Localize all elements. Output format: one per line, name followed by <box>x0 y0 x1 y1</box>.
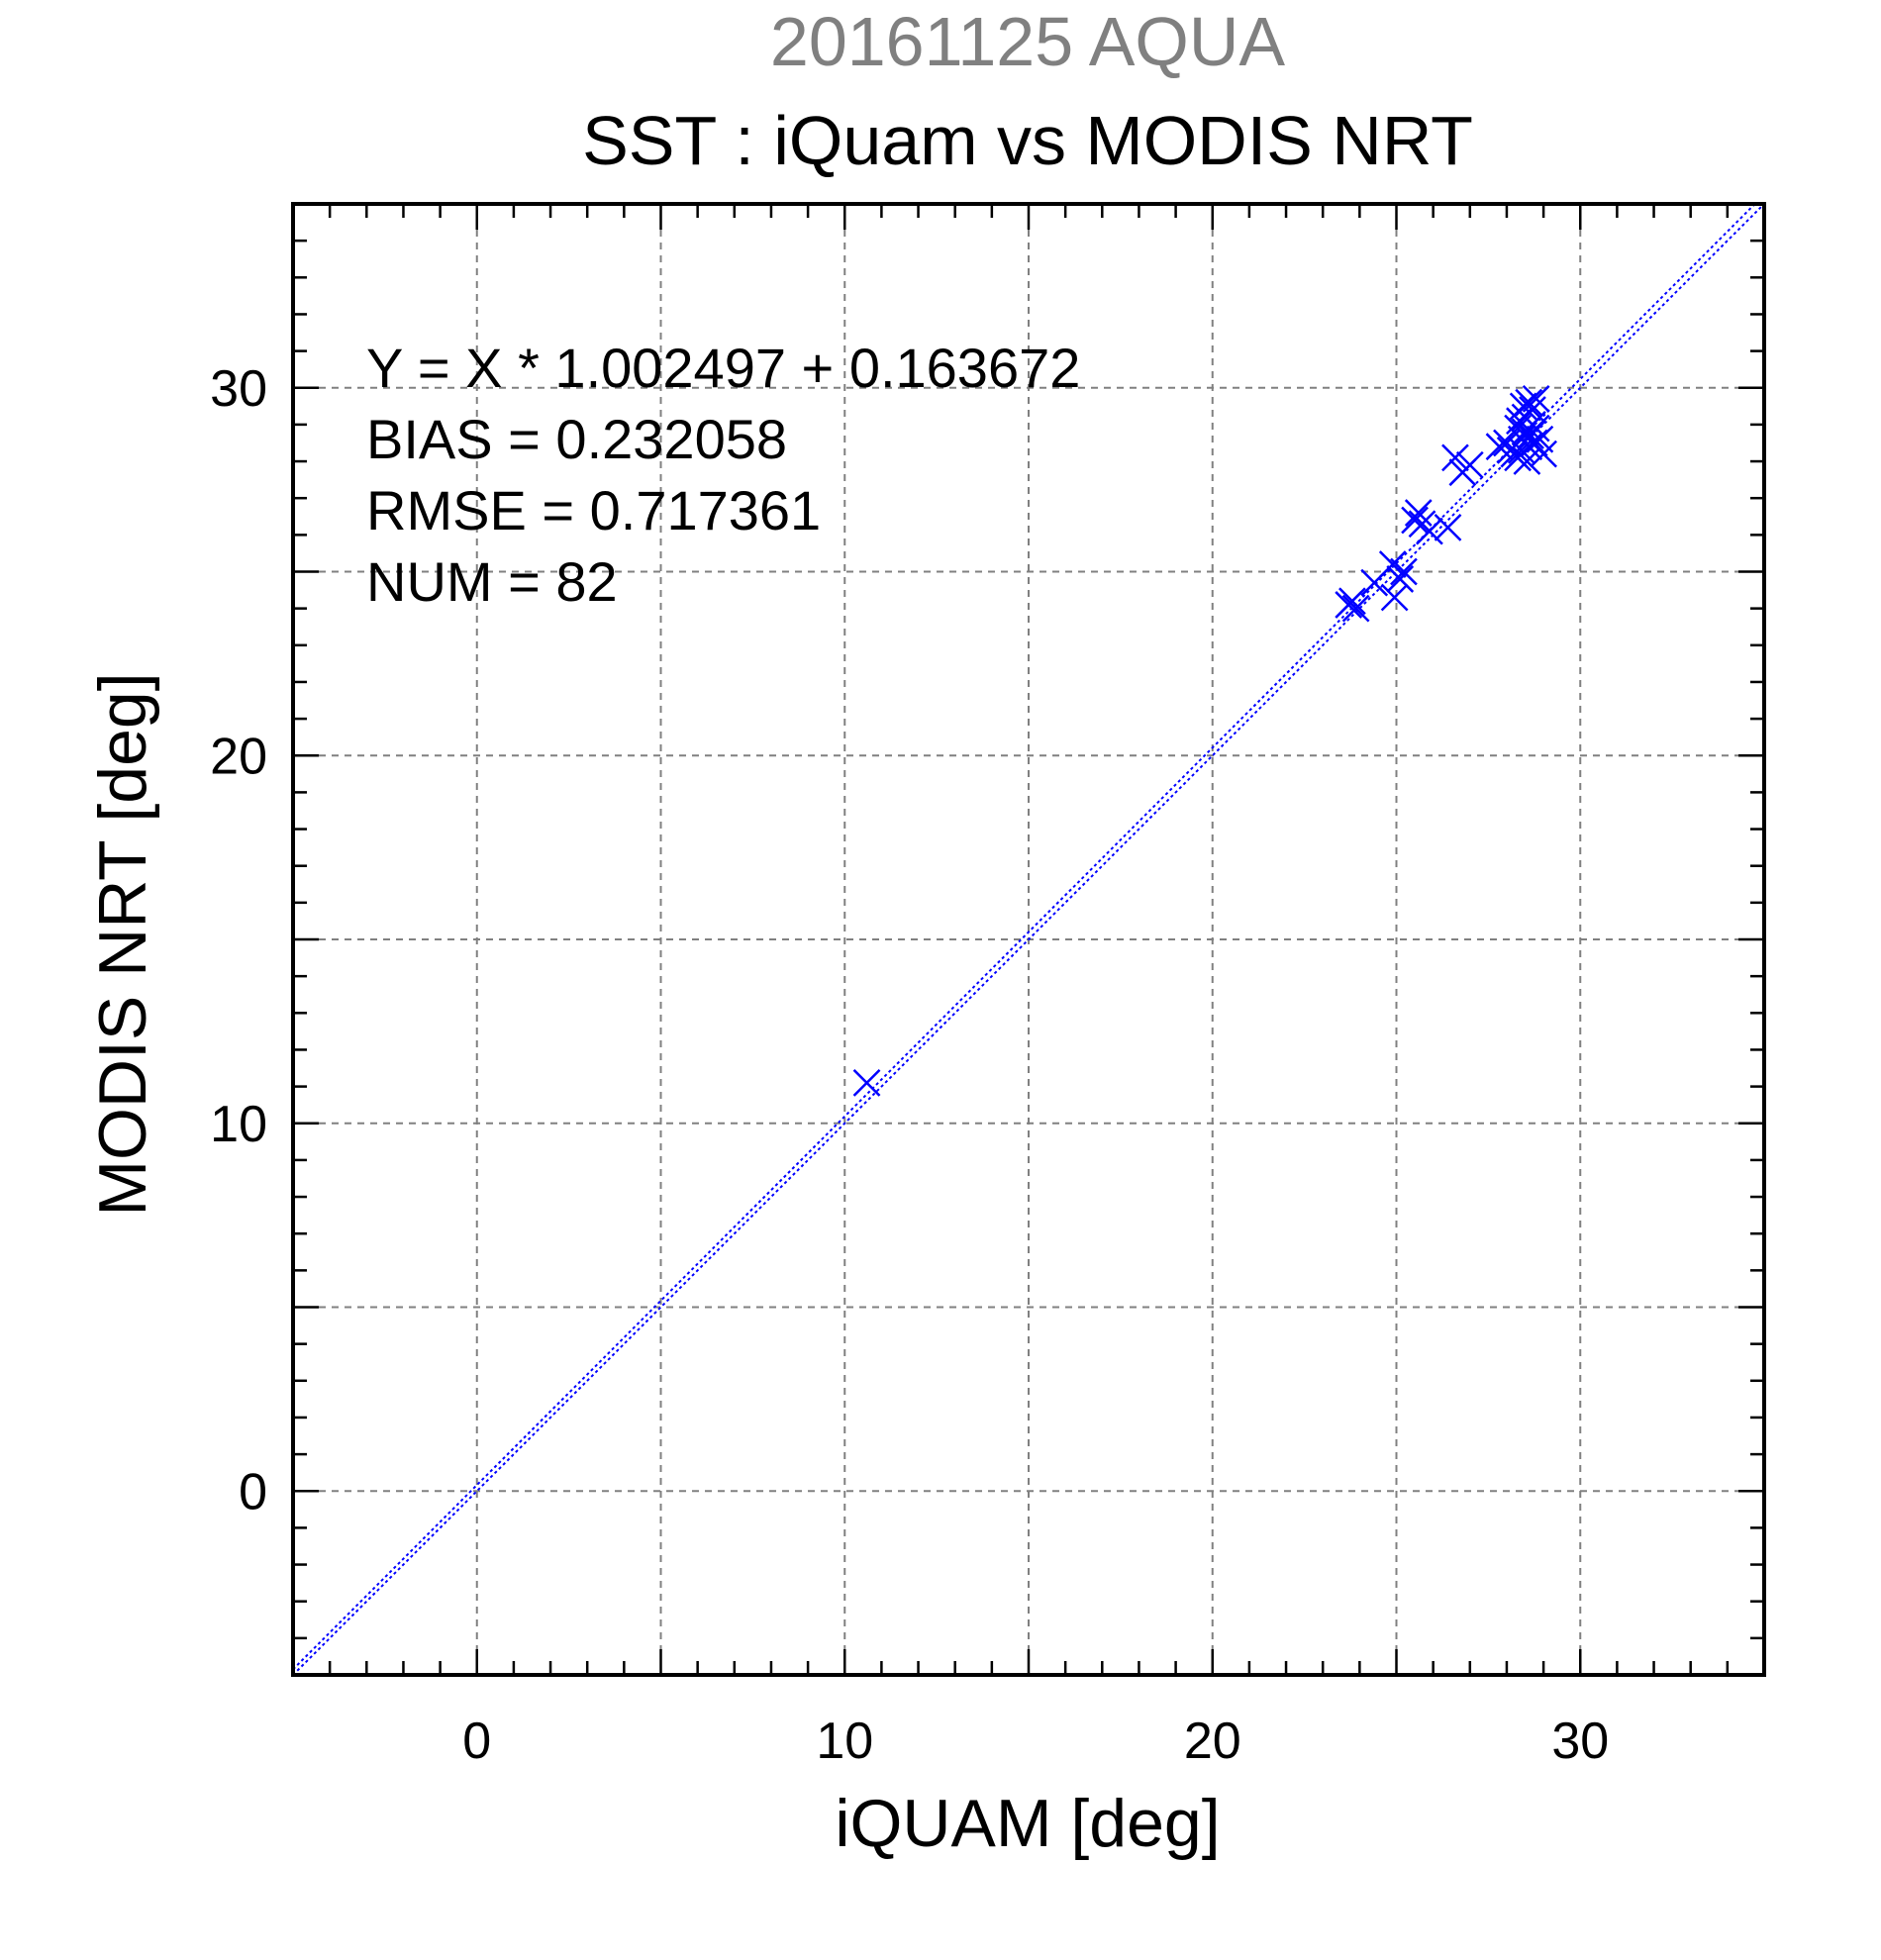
one-to-one-line <box>292 203 1765 1676</box>
y-tick-label: 10 <box>210 1096 267 1153</box>
rmse-value: RMSE = 0.717361 <box>366 479 822 541</box>
data-point <box>1441 443 1469 472</box>
data-point <box>1390 557 1418 586</box>
data-point <box>1522 414 1550 442</box>
data-point <box>1386 565 1415 593</box>
plot-frame <box>291 202 1766 1677</box>
y-tick-label: 0 <box>239 1463 267 1520</box>
x-tick-label: 30 <box>1551 1713 1609 1770</box>
data-point <box>1519 396 1546 424</box>
y-axis-label: MODIS NRT [deg] <box>85 672 160 1217</box>
x-axis-label: iQUAM [deg] <box>835 1786 1221 1861</box>
data-point <box>1455 450 1484 479</box>
data-points <box>852 385 1557 1097</box>
data-point <box>1530 440 1557 468</box>
bias-value: BIAS = 0.232058 <box>366 408 788 470</box>
sample-count: NUM = 82 <box>366 550 618 613</box>
chart-date-title: 20161125 AQUA <box>769 3 1286 80</box>
x-tick-label: 10 <box>816 1713 873 1770</box>
tick-labels: 0 10 20 30 0 10 20 30 <box>210 360 1609 1770</box>
data-point <box>1380 583 1409 612</box>
data-point <box>1515 388 1543 417</box>
data-point <box>1416 517 1443 545</box>
data-point <box>1401 506 1429 535</box>
data-point <box>1509 392 1537 421</box>
chart-title: SST : iQuam vs MODIS NRT <box>582 102 1473 179</box>
data-point <box>1341 594 1370 623</box>
data-point <box>1338 587 1366 616</box>
x-tick-label: 0 <box>462 1713 491 1770</box>
data-point <box>1517 422 1544 449</box>
regression-equation: Y = X * 1.002497 + 0.163672 <box>366 337 1081 399</box>
stats-box: Y = X * 1.002497 + 0.163672 BIAS = 0.232… <box>366 333 1080 618</box>
data-point <box>1404 499 1433 527</box>
data-point <box>1434 514 1462 541</box>
data-point <box>852 1069 881 1097</box>
y-tick-label: 20 <box>210 728 267 785</box>
x-tick-label: 20 <box>1184 1713 1241 1770</box>
y-tick-label: 30 <box>210 360 267 418</box>
data-point <box>1522 385 1550 413</box>
